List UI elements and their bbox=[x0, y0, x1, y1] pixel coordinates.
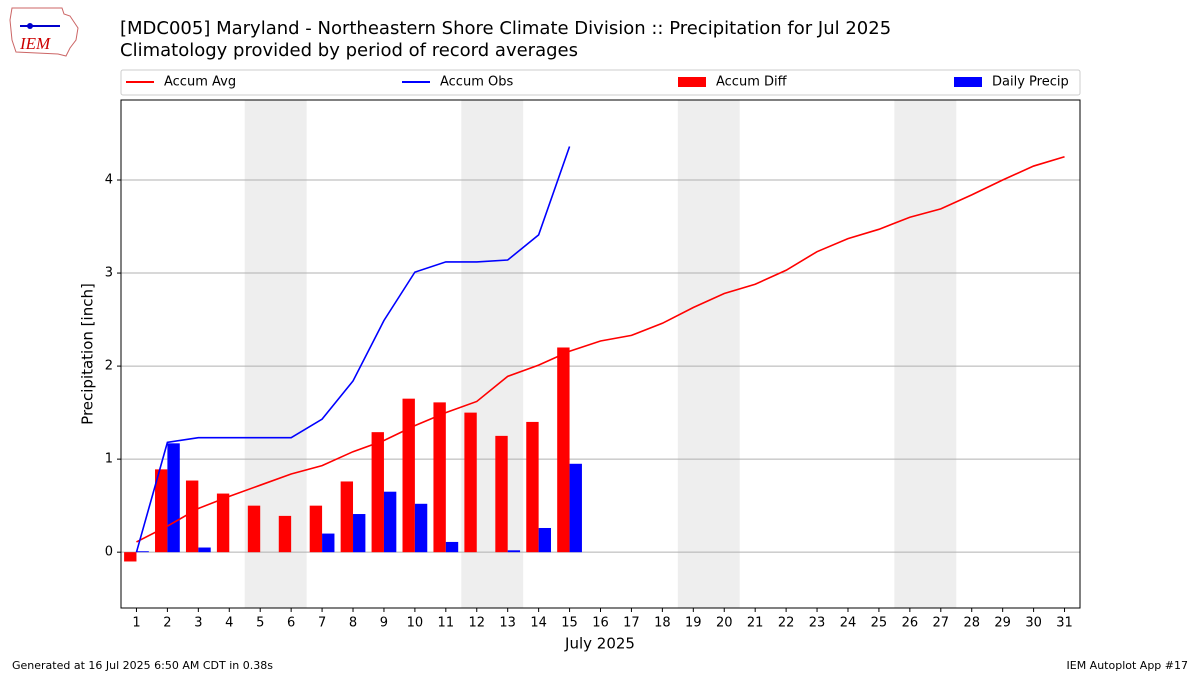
legend-label: Daily Precip bbox=[992, 75, 1069, 90]
bar bbox=[216, 493, 230, 553]
line bbox=[136, 155, 1065, 543]
footer-left: Generated at 16 Jul 2025 6:50 AM CDT in … bbox=[12, 659, 273, 672]
x-tick-label: 6 bbox=[287, 616, 295, 631]
bar bbox=[340, 481, 354, 553]
y-tick-label: 4 bbox=[105, 173, 113, 188]
line bbox=[135, 146, 571, 553]
y-tick-label: 3 bbox=[105, 266, 113, 281]
x-tick-label: 9 bbox=[380, 616, 388, 631]
plot-frame bbox=[120, 99, 1081, 609]
legend-swatch bbox=[954, 77, 982, 87]
x-tick-label: 31 bbox=[1056, 616, 1073, 631]
bar bbox=[507, 550, 521, 553]
x-tick-label: 19 bbox=[685, 616, 702, 631]
x-tick-label: 20 bbox=[716, 616, 733, 631]
bar bbox=[371, 432, 384, 553]
bar bbox=[464, 412, 477, 553]
chart-subtitle: Climatology provided by period of record… bbox=[120, 40, 578, 61]
x-tick-label: 22 bbox=[778, 616, 795, 631]
x-tick-label: 2 bbox=[163, 616, 171, 631]
x-tick-label: 11 bbox=[438, 616, 455, 631]
x-axis-label: July 2025 bbox=[564, 635, 635, 653]
y-axis-label: Precipitation [inch] bbox=[79, 283, 97, 425]
x-tick-label: 15 bbox=[561, 616, 578, 631]
footer-right: IEM Autoplot App #17 bbox=[1067, 659, 1189, 672]
x-tick-label: 12 bbox=[468, 616, 485, 631]
x-tick-label: 30 bbox=[1025, 616, 1042, 631]
chart-title: [MDC005] Maryland - Northeastern Shore C… bbox=[120, 18, 891, 39]
bar bbox=[557, 347, 570, 553]
x-tick-label: 26 bbox=[902, 616, 919, 631]
x-tick-label: 23 bbox=[809, 616, 826, 631]
x-tick-label: 21 bbox=[747, 616, 764, 631]
bar bbox=[278, 515, 292, 553]
weekend-shade bbox=[894, 100, 957, 608]
legend bbox=[120, 69, 1081, 96]
bar bbox=[526, 421, 539, 553]
legend-label: Accum Diff bbox=[716, 75, 788, 90]
x-tick-label: 27 bbox=[933, 616, 950, 631]
bar bbox=[309, 505, 323, 553]
bar bbox=[124, 552, 137, 562]
logo: IEM bbox=[9, 7, 79, 57]
x-tick-label: 13 bbox=[499, 616, 516, 631]
bar bbox=[167, 443, 180, 553]
legend-label: Accum Avg bbox=[164, 75, 236, 90]
y-tick-label: 1 bbox=[105, 452, 113, 467]
bar bbox=[402, 398, 415, 553]
x-tick-label: 5 bbox=[256, 616, 264, 631]
x-tick-label: 25 bbox=[871, 616, 888, 631]
x-tick-label: 24 bbox=[840, 616, 857, 631]
logo-icon bbox=[27, 23, 33, 29]
logo-outline bbox=[9, 7, 79, 57]
x-tick-label: 8 bbox=[349, 616, 357, 631]
bar bbox=[569, 463, 582, 553]
logo-text: IEM bbox=[19, 34, 51, 53]
bar bbox=[353, 514, 366, 553]
x-tick-label: 1 bbox=[132, 616, 140, 631]
bar bbox=[445, 541, 459, 553]
bar bbox=[322, 533, 335, 553]
x-tick-label: 14 bbox=[530, 616, 547, 631]
x-tick-label: 17 bbox=[623, 616, 640, 631]
bar bbox=[136, 551, 149, 553]
x-tick-label: 18 bbox=[654, 616, 671, 631]
x-tick-label: 29 bbox=[994, 616, 1011, 631]
x-tick-label: 3 bbox=[194, 616, 202, 631]
legend-swatch bbox=[678, 77, 706, 87]
bar bbox=[495, 435, 508, 553]
y-tick-label: 0 bbox=[105, 545, 113, 560]
x-tick-label: 16 bbox=[592, 616, 609, 631]
bar bbox=[433, 402, 446, 553]
bar bbox=[198, 547, 211, 553]
weekend-shade bbox=[677, 100, 740, 608]
x-tick-label: 4 bbox=[225, 616, 233, 631]
bar bbox=[538, 527, 552, 553]
bar bbox=[414, 503, 428, 553]
bar bbox=[383, 491, 397, 553]
bar bbox=[247, 505, 261, 553]
bar bbox=[185, 480, 199, 553]
legend-label: Accum Obs bbox=[440, 75, 513, 90]
y-tick-label: 2 bbox=[105, 359, 113, 374]
x-tick-label: 10 bbox=[407, 616, 424, 631]
x-tick-label: 7 bbox=[318, 616, 326, 631]
x-tick-label: 28 bbox=[963, 616, 980, 631]
